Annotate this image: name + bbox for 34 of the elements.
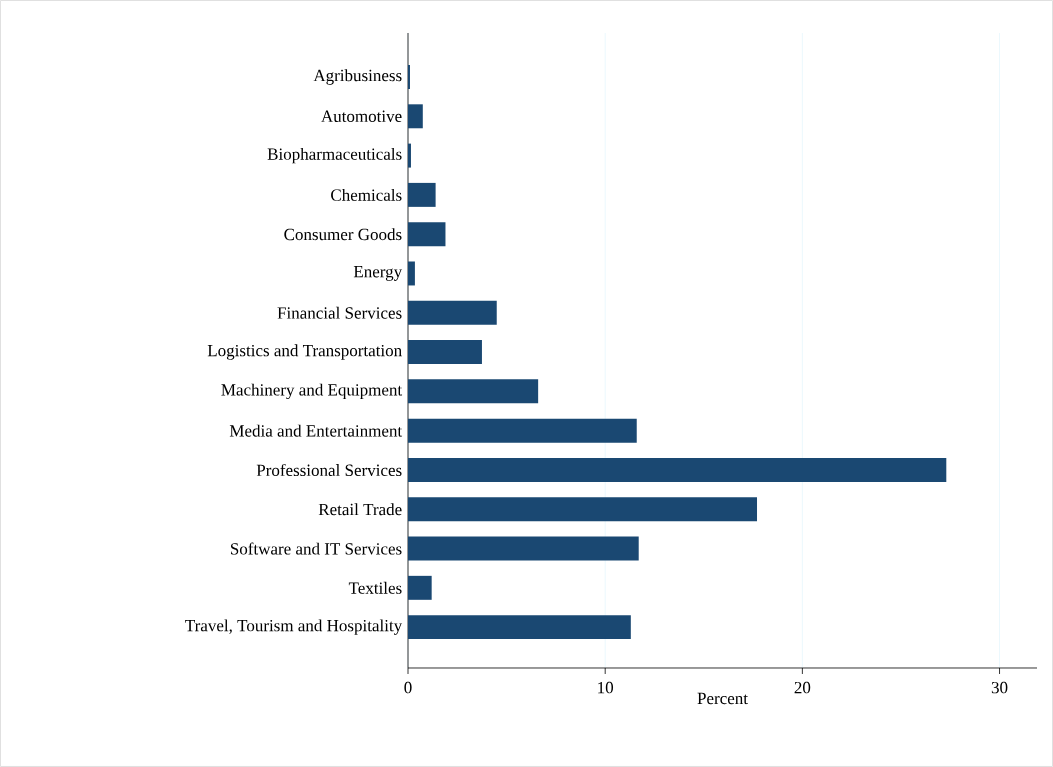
bar bbox=[408, 379, 539, 404]
y-tick-label: Software and IT Services bbox=[230, 542, 402, 555]
bar bbox=[408, 457, 947, 482]
x-tick-label: 10 bbox=[598, 681, 614, 694]
y-tick-label: Machinery and Equipment bbox=[221, 383, 403, 400]
x-axis-title: Percent bbox=[697, 692, 748, 705]
y-tick-label: Consumer Goods bbox=[284, 228, 402, 241]
x-tick-label: 30 bbox=[991, 681, 1008, 694]
x-tick-label: 20 bbox=[794, 681, 811, 694]
bar bbox=[408, 261, 415, 286]
bar bbox=[408, 104, 423, 129]
y-tick-label: Chemicals bbox=[331, 188, 402, 201]
y-tick-label: Automotive bbox=[321, 110, 402, 123]
y-tick-label: Biopharmaceuticals bbox=[267, 147, 402, 164]
bar bbox=[408, 497, 758, 522]
y-tick-label: Retail Trade bbox=[318, 503, 402, 516]
y-tick-label: Logistics and Transportation bbox=[207, 344, 402, 360]
bar bbox=[408, 182, 436, 207]
y-tick-label: Financial Services bbox=[277, 306, 402, 319]
bar bbox=[408, 575, 432, 600]
y-tick-label: Media and Entertainment bbox=[229, 424, 403, 437]
bar bbox=[408, 536, 639, 561]
bar bbox=[408, 222, 446, 247]
bar bbox=[408, 300, 497, 325]
y-tick-label: Energy bbox=[353, 266, 403, 281]
y-tick-label: Travel, Tourism and Hospitality bbox=[185, 619, 403, 635]
x-tick-label: 0 bbox=[404, 681, 412, 694]
y-tick-label: Professional Services bbox=[256, 463, 402, 477]
bar bbox=[408, 418, 637, 443]
y-tick-label: Textiles bbox=[348, 581, 402, 594]
y-tick-label: Agribusiness bbox=[313, 69, 402, 85]
bar bbox=[408, 143, 411, 168]
bar bbox=[408, 615, 631, 640]
bar bbox=[408, 340, 482, 365]
